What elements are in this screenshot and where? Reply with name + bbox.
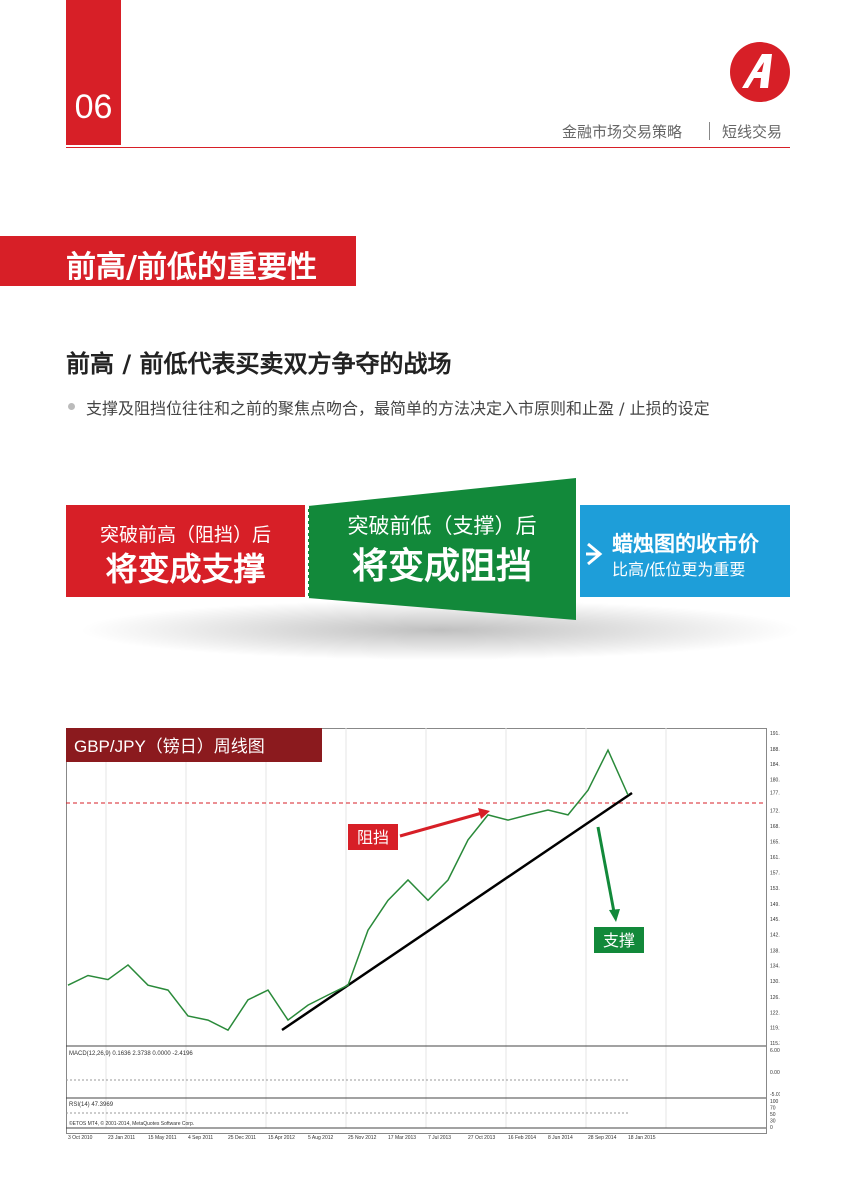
panel-tick-label: 6.0098 [770,1048,780,1054]
footer-note: ©ETOS MT4, © 2001-2014, MetaQuotes Softw… [69,1120,194,1127]
y-tick-label: 177.281 [770,790,780,796]
breadcrumb: 金融市场交易策略 [562,123,683,141]
card-line1: 蜡烛图的收市价 [612,532,759,556]
x-tick-label: 8 Jun 2014 [548,1135,573,1141]
bullet-dot [68,403,75,410]
cards-bg [66,478,800,660]
macd-label: MACD(12,26,9) 0.1636 2.3738 0.0000 -2.41… [69,1051,193,1057]
panel-tick-label: 0.00 [770,1070,780,1076]
y-tick-label: 115.330 [770,1041,780,1047]
x-tick-label: 16 Feb 2014 [508,1135,536,1141]
x-tick-label: 3 Oct 2010 [68,1135,93,1141]
x-tick-label: 27 Oct 2013 [468,1135,495,1141]
page-number-block [66,0,121,145]
annotation: 阻挡 [357,829,389,847]
y-tick-label: 161.235 [770,855,780,861]
x-tick-label: 28 Sep 2014 [588,1135,617,1141]
y-tick-label: 188.011 [770,747,780,753]
y-tick-label: 149.735 [770,902,780,908]
figure-title: GBP/JPY（镑日）周线图 [74,737,265,756]
x-tick-label: 5 Aug 2012 [308,1135,334,1141]
x-tick-label: 17 Mar 2013 [388,1135,416,1141]
price-line [67,748,629,1032]
panel-tick-label: 0 [770,1125,773,1131]
y-tick-label: 145.921 [770,917,780,923]
card-line1: 突破前低（支撑）后 [347,514,537,538]
y-tick-label: 126.735 [770,995,780,1001]
y-tick-label: 184.235 [770,762,780,768]
y-tick-label: 138.220 [770,948,780,954]
x-tick-label: 4 Sep 2011 [188,1135,213,1141]
section-name: 短线交易 [722,123,783,141]
bullet-text: 支撑及阻挡位往往和之前的聚焦点吻合，最简单的方法决定入市原则和止盈 / 止损的设… [86,399,710,418]
card-line2: 比高/低位更为重要 [612,560,746,579]
card-line2: 将变成阻挡 [351,546,532,587]
logo [730,42,790,102]
x-tick-label: 15 Apr 2012 [268,1135,295,1141]
price-chart: GBP/JPY（镑日）周线图 阻挡 支撑 MACD(12,26,9) 0.163… [66,728,780,1141]
x-tick-label: 15 May 2011 [148,1135,177,1141]
panel-tick-label: 30 [770,1119,776,1125]
y-tick-label: 119.130 [770,1026,780,1032]
y-tick-label: 165.135 [770,839,780,845]
y-tick-label: 191.925 [770,731,780,737]
panel-tick-label: 70 [770,1106,776,1112]
panel-tick-label: 100 [770,1099,779,1105]
y-tick-label: 172.720 [770,809,780,815]
annotation: 支撑 [603,932,635,950]
y-tick-label: 157.420 [770,871,780,877]
panel-tick-label: 50 [770,1112,776,1118]
section-title: 前高/前低的重要性 [66,250,317,285]
y-tick-label: 153.630 [770,886,780,892]
x-tick-label: 25 Dec 2011 [228,1135,256,1141]
x-tick-label: 25 Nov 2012 [348,1135,377,1141]
y-tick-label: 122.921 [770,1010,780,1016]
y-tick-label: 130.630 [770,979,780,985]
header-rule [66,147,790,148]
x-tick-label: 23 Jan 2011 [108,1135,135,1141]
rsi-label: RSI(14) 47.3969 [69,1102,114,1108]
separator [709,122,710,140]
card-line2: 将变成支撑 [105,550,266,588]
x-tick-label: 18 Jan 2015 [628,1135,656,1141]
panel-tick-label: -5.0115 [770,1092,780,1098]
x-tick-label: 7 Jul 2013 [428,1135,451,1141]
heading: 前高 / 前低代表买卖双方争夺的战场 [66,350,452,378]
page-number: 06 [74,88,113,126]
y-tick-label: 168.921 [770,824,780,830]
card-line1: 突破前高（阻挡）后 [99,524,271,546]
y-tick-label: 180.421 [770,778,780,784]
y-tick-label: 142.130 [770,933,780,939]
section-banner [0,236,356,286]
y-tick-label: 134.421 [770,964,780,970]
